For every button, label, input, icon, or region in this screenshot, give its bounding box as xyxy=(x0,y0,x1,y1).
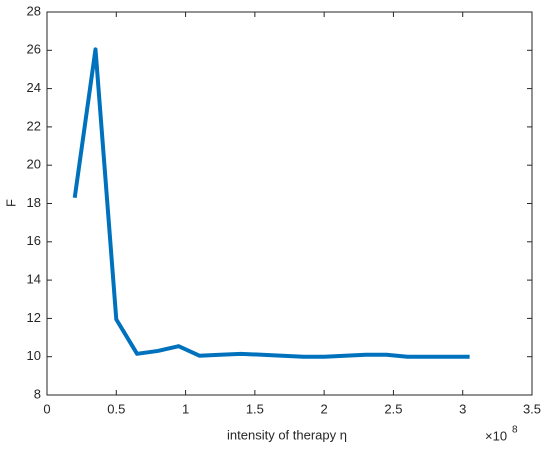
y-tick-label: 22 xyxy=(27,118,41,133)
x-tick-label: 3.5 xyxy=(523,401,541,416)
y-tick-label: 26 xyxy=(27,42,41,57)
plot-frame xyxy=(46,11,533,396)
x-tick-label: 1.5 xyxy=(246,401,264,416)
y-tick-label: 8 xyxy=(34,386,41,401)
data-line xyxy=(72,47,470,359)
x-tick-label: 1 xyxy=(182,401,189,416)
x-tick-label: 0 xyxy=(43,401,50,416)
y-axis-label: F xyxy=(3,199,18,207)
y-tick-label: 14 xyxy=(27,272,41,287)
x-tick-label: 2 xyxy=(321,401,328,416)
y-tick-label: 10 xyxy=(27,348,41,363)
y-tick-label: 24 xyxy=(27,80,41,95)
x-tick-label: 2.5 xyxy=(384,401,402,416)
x-axis-label: intensity of therapy η xyxy=(227,427,347,442)
x-multiplier: ×10 xyxy=(485,428,507,443)
y-tick-label: 12 xyxy=(27,310,41,325)
x-tick-label: 3 xyxy=(459,401,466,416)
x-tick-label: 0.5 xyxy=(107,401,125,416)
y-tick-label: 16 xyxy=(27,233,41,248)
y-tick-label: 28 xyxy=(27,3,41,18)
x-exponent: 8 xyxy=(512,425,518,436)
y-tick-label: 18 xyxy=(27,195,41,210)
y-tick-label: 20 xyxy=(27,157,41,172)
